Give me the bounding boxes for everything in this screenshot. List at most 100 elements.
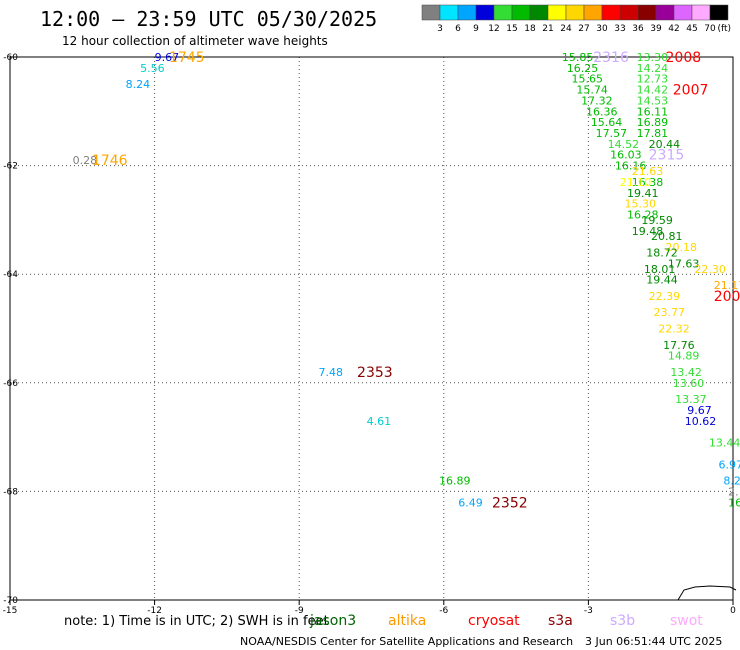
y-tick-label: -66 [3, 379, 18, 389]
wave-height-label: 4.61 [367, 415, 392, 428]
wave-height-label: 13.42 [670, 366, 702, 379]
scale-label: 70 [704, 24, 716, 34]
y-tick-label: -64 [3, 270, 18, 280]
scale-label: 30 [596, 24, 608, 34]
wave-height-label: 19.48 [632, 225, 664, 238]
satellite-legend-s3b: s3b [610, 613, 635, 629]
chart-title: 12:00 – 23:59 UTC 05/30/2025 [40, 7, 377, 31]
wave-height-label: 9.67 [155, 51, 180, 64]
x-tick-label: -3 [584, 606, 593, 616]
scale-swatch [439, 4, 459, 21]
plot-frame [9, 56, 734, 601]
wave-height-label: 14.24 [637, 62, 669, 75]
scale-label: 36 [632, 24, 644, 34]
wave-height-label: 15.74 [576, 84, 608, 97]
scale-swatch [475, 4, 495, 21]
scale-swatch [583, 4, 603, 21]
wave-height-label: 2. [728, 485, 739, 498]
wave-height-label: 19.44 [646, 274, 678, 287]
wave-height-label: 7.48 [318, 366, 343, 379]
scale-swatch [637, 4, 657, 21]
wave-height-label: 18.01 [644, 263, 676, 276]
scale-label: 21 [542, 24, 553, 34]
satellite-legend-jason3: jason3 [309, 613, 356, 629]
y-tick-label: -68 [3, 487, 18, 497]
wave-height-label: 16.89 [439, 475, 471, 488]
wave-height-label: 21.10 [620, 176, 652, 189]
x-tick-label: -12 [147, 606, 162, 616]
scale-label: 45 [686, 24, 697, 34]
pass-time-label: 2008 [666, 50, 702, 66]
pass-time-label: 2316 [593, 50, 629, 66]
wave-height-label: 14.52 [608, 138, 640, 151]
map-axes: -15 -12 -9 -6 -3 0 -60 -62 -64 -66 -68 -70 [3, 53, 736, 616]
x-tick-label: -6 [439, 606, 448, 616]
x-tick-label: 0 [730, 606, 736, 616]
pass-time-label: 200 [714, 289, 740, 305]
wave-height-label: 6.97 [719, 458, 740, 471]
wave-height-label: 23.77 [653, 306, 685, 319]
pass-time-label: 2353 [357, 365, 393, 381]
satellite-legend-cryosat: cryosat [468, 613, 520, 629]
chart-subtitle: 12 hour collection of altimeter wave hei… [62, 34, 328, 48]
wave-height-label: 16.16 [615, 160, 647, 173]
wave-height-label: 0.28 [73, 154, 98, 167]
scale-unit: (ft) [717, 24, 731, 34]
wave-height-label: 22.30 [694, 263, 726, 276]
wave-height-label: 10.62 [685, 415, 717, 428]
scale-label: 18 [524, 24, 536, 34]
wave-height-label: 21.17 [714, 279, 740, 292]
color-scale: 3 6 9 12 15 18 21 24 27 30 33 36 39 42 45 70 (ft) [421, 4, 731, 34]
wave-height-label: 14.42 [637, 84, 669, 97]
scale-label: 9 [473, 24, 479, 34]
wave-height-label: 13.30 [637, 51, 669, 64]
wave-height-label: 17.63 [668, 257, 700, 270]
wave-height-label: 20.44 [649, 138, 681, 151]
map-grid [10, 57, 733, 600]
scale-label: 39 [650, 24, 662, 34]
wave-height-label: 13.60 [673, 377, 705, 390]
pass-time-label: 2007 [673, 83, 709, 99]
wave-height-label: 16.38 [632, 176, 664, 189]
footer-credit: NOAA/NESDIS Center for Satellite Applica… [240, 635, 573, 648]
satellite-legend-swot: swot [670, 613, 703, 629]
wave-height-label: 6.49 [458, 496, 483, 509]
scale-swatch [655, 4, 675, 21]
wave-height-label: 8.2 [723, 475, 740, 488]
wave-height-label: 16.36 [586, 105, 618, 118]
wave-height-label: 17.57 [596, 127, 628, 140]
wave-height-label: 14.89 [668, 350, 700, 363]
wave-height-label: 15.85 [562, 51, 594, 64]
wave-height-label: 8.24 [126, 78, 150, 91]
scale-swatch [421, 4, 441, 21]
scale-swatch [457, 4, 477, 21]
pass-time-labels: 1745 1746 2353 2352 2316 2008 2007 2315 200 [92, 50, 740, 511]
pass-time-label: 2352 [492, 495, 528, 511]
footer-timestamp: 3 Jun 06:51:44 UTC 2025 [585, 635, 722, 648]
satellite-legend-s3a: s3a [548, 613, 573, 629]
wave-height-label: 13.44 [709, 437, 740, 450]
scale-swatch [529, 4, 549, 21]
scale-label: 42 [668, 24, 679, 34]
wave-height-label: 22.39 [649, 290, 681, 303]
wave-height-label: 17.32 [581, 94, 613, 107]
wave-height-label: 20.18 [666, 241, 698, 254]
wave-height-label: 19.59 [641, 214, 673, 227]
scale-swatch [547, 4, 567, 21]
wave-height-label: 15.65 [572, 73, 604, 86]
y-tick-label: -70 [3, 596, 18, 606]
wave-height-label: 12.73 [637, 73, 669, 86]
scale-label: 6 [455, 24, 461, 34]
wave-height-label: 5.56 [140, 62, 165, 75]
wave-height-label: 19.41 [627, 187, 659, 200]
wave-height-label: 13.37 [675, 393, 707, 406]
scale-label: 27 [578, 24, 589, 34]
x-tick-label: -15 [3, 606, 18, 616]
scale-swatch [691, 4, 711, 21]
wave-height-label: 9.67 [687, 404, 712, 417]
satellite-legend-altika: altika [388, 613, 426, 629]
wave-height-label: 15.64 [591, 116, 623, 129]
scale-swatch [493, 4, 513, 21]
pass-time-label: 1745 [169, 50, 205, 66]
